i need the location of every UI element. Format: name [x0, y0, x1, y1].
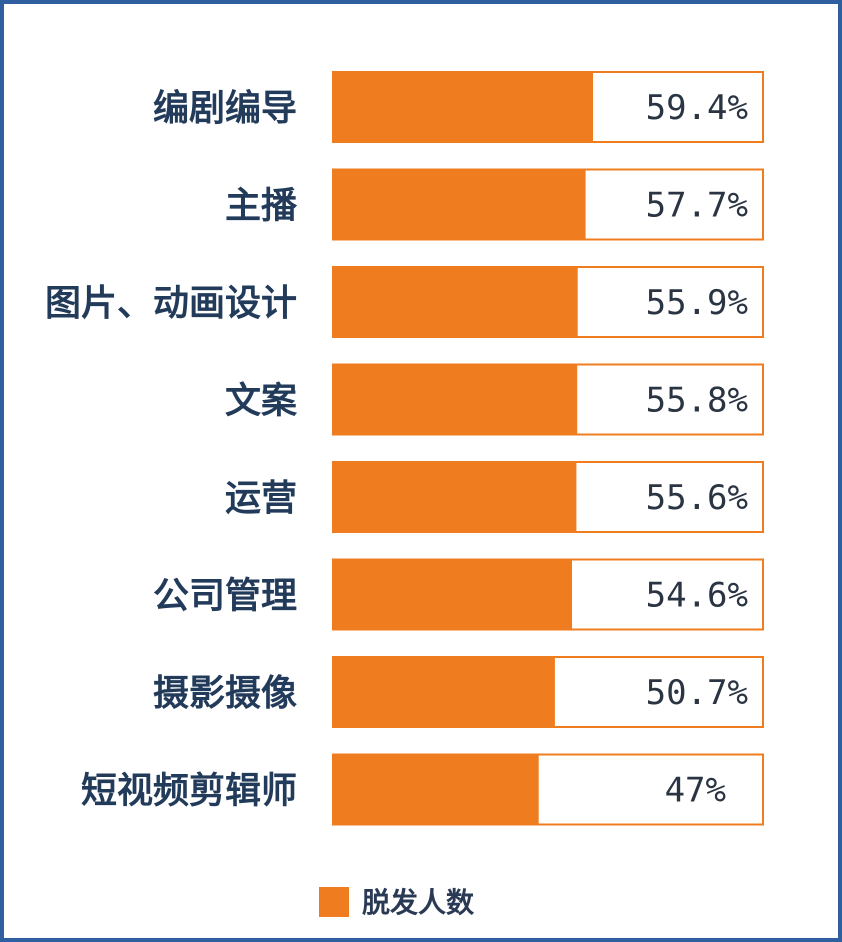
- legend-swatch: [319, 887, 349, 917]
- value-label: 50.7%: [646, 673, 748, 713]
- category-label: 短视频剪辑师: [81, 771, 297, 812]
- category-label: 运营: [225, 478, 297, 519]
- legend: 脱发人数: [319, 886, 475, 919]
- category-label: 公司管理: [153, 576, 297, 617]
- value-label: 55.8%: [646, 381, 748, 421]
- category-label: 文案: [225, 381, 298, 422]
- bar: [333, 754, 539, 825]
- bar: [333, 364, 578, 435]
- category-label: 编剧编导: [153, 88, 297, 129]
- category-label: 图片、动画设计: [45, 283, 297, 324]
- category-label: 摄影摄像: [153, 673, 297, 714]
- bar: [333, 657, 555, 727]
- legend-label: 脱发人数: [362, 886, 475, 919]
- bar: [333, 559, 572, 630]
- value-label: 57.7%: [646, 186, 748, 226]
- value-label: 54.6%: [646, 576, 748, 616]
- bars-group: 编剧编导 59.4% 主播 57.7% 图片、动画设计 55.9% 文案 55.8% 运营 55.…: [45, 71, 764, 826]
- value-label: 59.4%: [646, 88, 748, 128]
- bar: [333, 267, 578, 337]
- bar: [333, 72, 593, 142]
- category-label: 主播: [225, 186, 298, 227]
- bar: [333, 169, 586, 240]
- value-label: 55.9%: [646, 283, 748, 323]
- value-label: 47%: [665, 771, 726, 811]
- bar: [333, 462, 577, 532]
- value-label: 55.6%: [646, 478, 748, 518]
